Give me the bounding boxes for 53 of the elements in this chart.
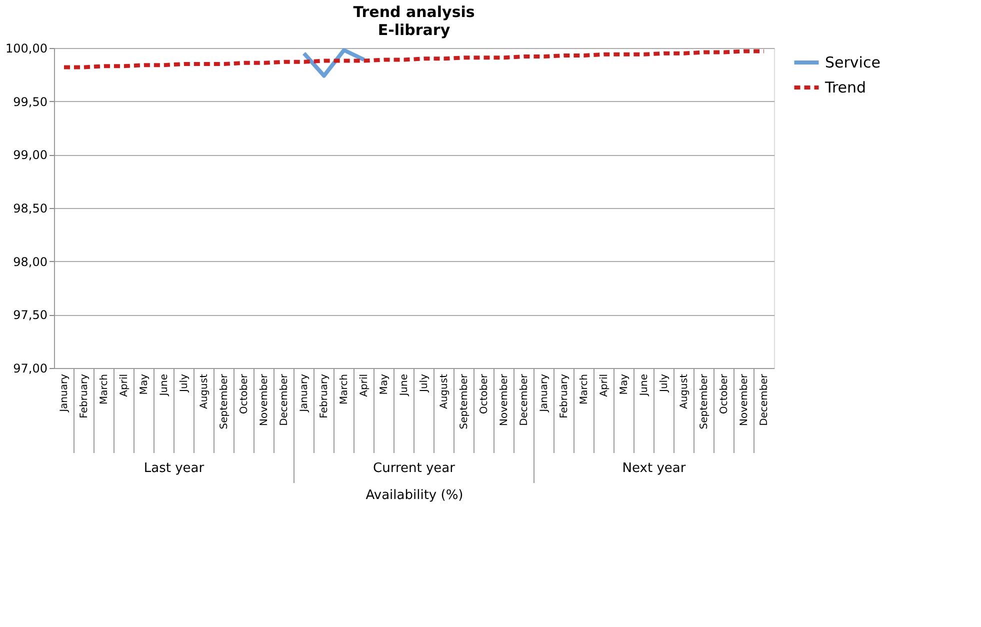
x-tick-label: September	[219, 373, 230, 430]
x-tick-label: January	[59, 374, 70, 413]
x-tick-label: July	[419, 374, 430, 393]
text: Current year	[373, 461, 456, 476]
chart-subtitle: E-library	[378, 21, 450, 39]
x-tick-label: October	[239, 373, 250, 414]
x-tick-label: January	[299, 374, 310, 413]
y-tick-label: 98,00	[13, 254, 48, 269]
y-tick-label: 97,50	[13, 308, 48, 322]
x-tick-label: June	[399, 374, 410, 397]
text: Next year	[622, 461, 686, 476]
x-tick-label: April	[119, 374, 130, 397]
y-tick-label: 99,00	[13, 148, 48, 162]
x-tick-label: September	[699, 373, 710, 430]
x-tick-label: February	[319, 374, 330, 418]
x-tick-label: August	[679, 374, 690, 409]
x-tick-label: December	[519, 373, 530, 426]
x-tick-label: April	[599, 374, 610, 397]
text: Last year	[144, 461, 205, 476]
x-tick-label: January	[539, 374, 550, 413]
x-tick-label: November	[739, 373, 750, 426]
y-tick-label: 98,50	[13, 202, 48, 216]
x-tick-label: March	[99, 374, 110, 404]
x-tick-label: July	[179, 374, 190, 393]
x-axis-title: Availability (%)	[366, 488, 464, 503]
x-tick-label: February	[79, 374, 90, 418]
x-tick-label: July	[659, 374, 670, 393]
x-tick-label: June	[639, 374, 650, 397]
x-tick-label: August	[439, 374, 450, 409]
chart-title: Trend analysis	[353, 3, 475, 21]
legend-label: Service	[825, 54, 880, 72]
line-series	[302, 48, 366, 78]
x-tick-label: May	[619, 374, 630, 395]
x-tick-label: October	[479, 373, 490, 414]
x-tick-label: June	[159, 374, 170, 397]
x-tick-label: October	[719, 373, 730, 414]
x-tick-label: February	[559, 374, 570, 418]
x-tick-label: May	[379, 374, 390, 395]
y-tick-label: 97,00	[13, 362, 48, 376]
x-tick-label: March	[579, 374, 590, 404]
legend-label: Trend	[824, 78, 866, 96]
x-tick-label: November	[259, 373, 270, 426]
x-tick-label: December	[279, 373, 290, 426]
x-tick-label: May	[139, 374, 150, 395]
y-tick-label: 99,50	[13, 94, 48, 109]
x-tick-label: March	[339, 374, 350, 404]
x-tick-label: September	[459, 373, 470, 430]
x-tick-label: August	[199, 374, 210, 409]
y-tick-label: 100,00	[6, 42, 48, 56]
line-series	[62, 49, 766, 70]
x-tick-label: November	[499, 373, 510, 426]
x-tick-label: December	[759, 373, 770, 426]
x-tick-label: April	[359, 374, 370, 397]
